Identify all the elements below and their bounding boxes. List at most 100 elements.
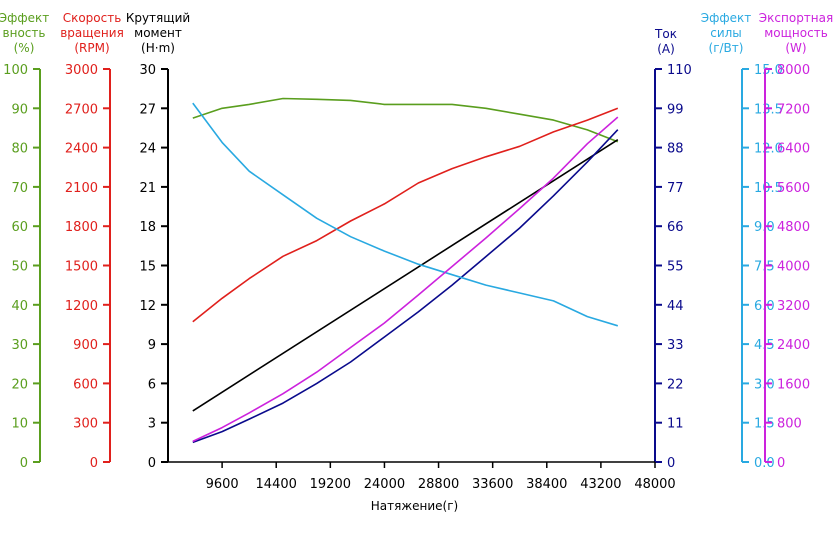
x-tick-label: 9600	[206, 477, 239, 492]
x-tick-label: 43200	[580, 477, 621, 492]
axis-title-rpm: Скорость	[63, 11, 122, 25]
series-line-eff	[192, 97, 619, 143]
axis-title-eff: Эффект	[0, 11, 49, 25]
x-tick-label: 48000	[634, 477, 675, 492]
tick-label-rpm: 3000	[65, 63, 98, 78]
tick-label-power: 3200	[777, 299, 810, 314]
tick-label-rpm: 900	[73, 338, 98, 353]
axis-title-power: (W)	[785, 41, 806, 55]
tick-label-force_eff: 13.5	[754, 102, 783, 117]
tick-label-power: 7200	[777, 102, 810, 117]
tick-label-current: 99	[667, 102, 684, 117]
series-line-force_eff	[192, 102, 619, 327]
axis-rpm: 0 300 600 900 1200 1500 1800 2100 2400 2700 3000 Ск…	[60, 11, 124, 471]
tick-label-current: 77	[667, 181, 684, 196]
tick-label-current: 66	[667, 220, 684, 235]
tick-label-rpm: 2700	[65, 102, 98, 117]
tick-label-rpm: 1800	[65, 220, 98, 235]
axis-title-torque: Крутящий	[126, 11, 190, 25]
axis-title-force_eff: (г/Вт)	[709, 41, 744, 55]
x-axis: 9600 14400 19200 24000 28800 33600 38400 43200 4…	[168, 461, 676, 513]
x-tick-label: 19200	[310, 477, 351, 492]
tick-label-rpm: 600	[73, 377, 98, 392]
tick-label-torque: 0	[148, 456, 156, 471]
axis-title-torque: момент	[134, 26, 182, 40]
series-line-rpm	[192, 107, 619, 323]
tick-label-force_eff: 15.0	[754, 63, 783, 78]
tick-label-eff: 0	[20, 456, 28, 471]
series-line-torque	[192, 139, 619, 412]
tick-label-rpm: 0	[90, 456, 98, 471]
tick-label-eff: 30	[11, 338, 28, 353]
axis-title-eff: вность	[3, 26, 46, 40]
tick-label-power: 4800	[777, 220, 810, 235]
tick-label-torque: 9	[148, 338, 156, 353]
axis-title-rpm: вращения	[60, 26, 124, 40]
tick-label-power: 4000	[777, 260, 810, 275]
tick-label-torque: 18	[139, 220, 156, 235]
tick-label-torque: 30	[139, 63, 156, 78]
tick-label-eff: 90	[11, 102, 28, 117]
tick-label-current: 55	[667, 260, 684, 275]
tick-label-current: 11	[667, 417, 684, 432]
x-tick-label: 28800	[418, 477, 459, 492]
x-tick-label: 33600	[472, 477, 513, 492]
tick-label-power: 0	[777, 456, 785, 471]
x-tick-label: 24000	[364, 477, 405, 492]
x-tick-label: 14400	[256, 477, 297, 492]
tick-label-torque: 6	[148, 377, 156, 392]
tick-label-eff: 10	[11, 417, 28, 432]
axis-title-eff: (%)	[14, 41, 35, 55]
tick-label-torque: 15	[139, 260, 156, 275]
tick-label-current: 22	[667, 377, 684, 392]
tick-label-torque: 3	[148, 417, 156, 432]
axis-force_eff: 0.01.53.04.56.07.59.010.512.013.515.0Эфф…	[701, 11, 783, 471]
tick-label-power: 2400	[777, 338, 810, 353]
tick-label-eff: 20	[11, 377, 28, 392]
tick-label-force_eff: 12.0	[754, 142, 783, 157]
tick-label-force_eff: 10.5	[754, 181, 783, 196]
tick-label-power: 800	[777, 417, 802, 432]
tick-label-rpm: 2100	[65, 181, 98, 196]
axis-title-torque: (H·m)	[141, 41, 175, 55]
axis-title-rpm: (RPM)	[74, 41, 109, 55]
axis-title-power: мощность	[764, 26, 828, 40]
tick-label-eff: 60	[11, 220, 28, 235]
axis-title-force_eff: силы	[710, 26, 742, 40]
tick-label-current: 44	[667, 299, 684, 314]
series-line-power	[192, 116, 619, 443]
tick-label-power: 8000	[777, 63, 810, 78]
tick-label-rpm: 1200	[65, 299, 98, 314]
tick-label-eff: 100	[3, 63, 28, 78]
tick-label-current: 0	[667, 456, 675, 471]
tick-label-rpm: 1500	[65, 260, 98, 275]
tick-label-torque: 24	[139, 142, 156, 157]
tick-label-eff: 40	[11, 299, 28, 314]
tick-label-power: 5600	[777, 181, 810, 196]
tick-label-force_eff: 0.0	[754, 456, 775, 471]
axis-title-current: Ток	[654, 27, 677, 41]
tick-label-eff: 80	[11, 142, 28, 157]
axis-title-force_eff: Эффект	[701, 11, 752, 25]
series-line-current	[192, 129, 619, 444]
tick-label-current: 88	[667, 142, 684, 157]
tick-label-torque: 21	[139, 181, 156, 196]
x-tick-label: 38400	[526, 477, 567, 492]
tick-label-torque: 12	[139, 299, 156, 314]
tick-label-power: 6400	[777, 142, 810, 157]
tick-label-current: 110	[667, 63, 692, 78]
tick-label-power: 1600	[777, 377, 810, 392]
tick-label-eff: 70	[11, 181, 28, 196]
tick-label-rpm: 2400	[65, 142, 98, 157]
x-axis-title: Натяжение(г)	[371, 499, 458, 513]
tick-label-rpm: 300	[73, 417, 98, 432]
axis-power: 0 800 1600 2400 3200 4000 4800 5600 6400 7200 8000…	[759, 11, 833, 471]
axis-title-power: Экспортная	[759, 11, 833, 25]
tick-label-torque: 27	[139, 102, 156, 117]
tick-label-eff: 50	[11, 260, 28, 275]
tick-label-current: 33	[667, 338, 684, 353]
axis-title-current: (A)	[657, 42, 675, 56]
